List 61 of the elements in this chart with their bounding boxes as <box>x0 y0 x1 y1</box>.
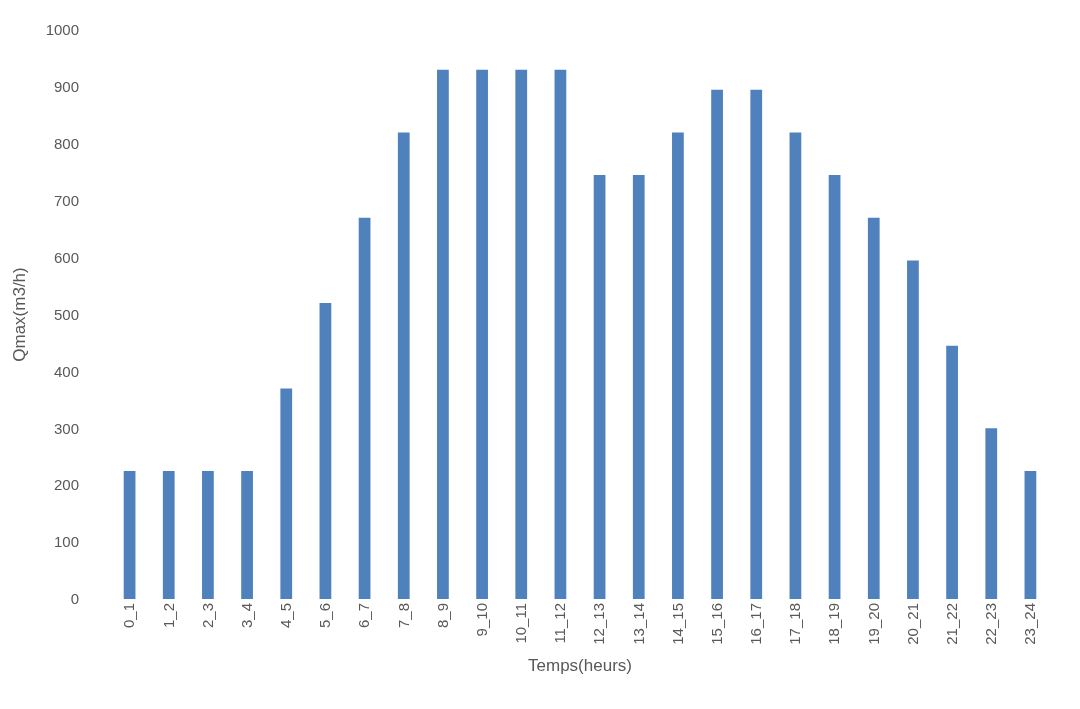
bar <box>241 470 253 599</box>
bar <box>554 69 567 599</box>
y-tick-label: 900 <box>53 78 79 96</box>
bar <box>672 132 684 599</box>
y-tick-label: 200 <box>53 476 79 494</box>
x-tick-label: 21_22 <box>942 603 960 645</box>
x-tick-label: 10_11 <box>512 603 530 644</box>
bar <box>711 89 723 599</box>
y-tick-label: 300 <box>53 419 79 437</box>
x-tick-label: 1_2 <box>159 603 177 629</box>
x-tick-label: 2_3 <box>198 603 216 629</box>
y-tick-label: 400 <box>53 362 79 380</box>
bar <box>123 470 136 599</box>
x-tick-label: 18_19 <box>825 603 843 645</box>
x-tick-label: 7_8 <box>394 603 412 629</box>
x-tick-label: 12_13 <box>590 603 608 645</box>
bar <box>867 217 880 599</box>
x-tick-label: 0_1 <box>120 603 138 629</box>
bar <box>397 132 410 599</box>
x-tick-label: 4_5 <box>277 603 295 629</box>
bar <box>437 69 449 599</box>
bar <box>162 470 175 599</box>
x-tick-label: 19_20 <box>864 603 882 645</box>
y-tick-label: 100 <box>53 533 79 551</box>
y-tick-label: 800 <box>53 135 79 153</box>
x-tick-label: 5_6 <box>316 603 334 629</box>
x-tick-label: 9_10 <box>472 603 490 637</box>
bar <box>202 470 214 599</box>
bar <box>515 69 528 599</box>
x-tick-label: 11_12 <box>551 603 569 644</box>
bar <box>593 175 606 599</box>
y-tick-label: 1000 <box>45 21 79 39</box>
x-tick-label: 8_9 <box>433 603 451 629</box>
bar <box>319 303 332 599</box>
x-tick-label: 6_7 <box>355 603 373 629</box>
x-axis-title: Temps(heurs) <box>528 656 632 676</box>
x-tick-label: 13_14 <box>629 603 647 645</box>
bar <box>1024 470 1037 599</box>
y-tick-label: 700 <box>53 191 79 209</box>
bar <box>907 260 919 599</box>
x-tick-label: 16_17 <box>747 603 765 645</box>
x-tick-label: 3_4 <box>237 603 255 629</box>
bar <box>476 69 488 599</box>
x-tick-label: 22_23 <box>982 603 1000 645</box>
bar <box>358 217 371 599</box>
bar <box>946 345 958 599</box>
y-axis-title: Qmax(m3/h) <box>10 267 30 362</box>
bar <box>280 388 293 599</box>
x-tick-label: 15_16 <box>707 603 725 645</box>
y-tick-label: 0 <box>70 590 79 608</box>
bar <box>632 175 645 599</box>
bar <box>789 132 802 599</box>
bar <box>985 428 998 599</box>
x-tick-label: 17_18 <box>786 603 804 645</box>
y-tick-label: 600 <box>53 248 79 266</box>
y-tick-label: 500 <box>53 305 79 323</box>
x-tick-label: 20_21 <box>903 603 921 645</box>
bar <box>828 175 841 599</box>
bar <box>750 89 763 599</box>
x-tick-label: 23_24 <box>1021 603 1039 645</box>
x-tick-label: 14_15 <box>668 603 686 645</box>
